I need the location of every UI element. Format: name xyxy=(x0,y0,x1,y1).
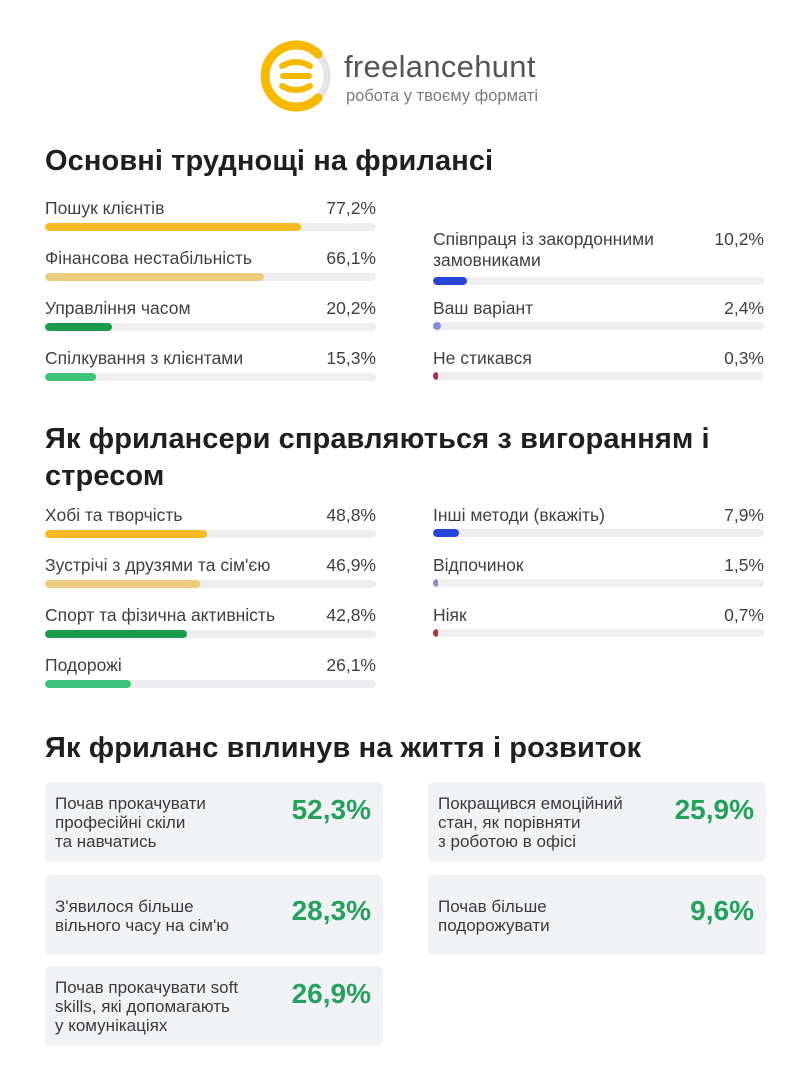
bar-label: Хобі та творчість xyxy=(45,505,183,525)
section-title-burnout: Як фрилансери справляються з вигоранням … xyxy=(45,423,710,492)
section-title-impact: Як фриланс вплинув на життя і розвиток xyxy=(45,732,642,764)
bar-label: Фінансова нестабільність xyxy=(45,248,253,268)
bar-item: Ваш варіант 2,4% xyxy=(433,298,764,348)
bar-label: Інші методи (вкажіть) xyxy=(433,505,605,525)
impact-card: Почав прокачувати професійні скіли та на… xyxy=(45,782,383,862)
bar-track xyxy=(45,273,376,281)
bar-fill xyxy=(433,579,438,587)
bar-track xyxy=(433,579,764,587)
impact-card-text: З'явилося більше вільного часу на сім'ю xyxy=(55,897,229,935)
bar-label: Не стикався xyxy=(433,348,532,368)
impact-card-text: Почав прокачувати професійні скіли та на… xyxy=(55,794,206,851)
bar-item: Управління часом 20,2% xyxy=(45,298,376,348)
impact-card-value: 28,3% xyxy=(291,895,371,926)
freelancehunt-logo: freelancehunt робота у твоєму форматі xyxy=(260,38,560,114)
bar-value: 2,4% xyxy=(724,298,764,318)
bar-fill xyxy=(45,580,201,588)
bar-track xyxy=(45,323,376,331)
bar-fill xyxy=(433,372,438,380)
bar-fill xyxy=(433,277,467,285)
impact-card-value: 52,3% xyxy=(291,794,371,825)
brand-name: freelancehunt xyxy=(344,49,536,84)
bar-item: Подорожі 26,1% xyxy=(45,655,376,705)
impact-card-value: 26,9% xyxy=(291,978,371,1009)
impact-card: Почав прокачувати soft skills, які допом… xyxy=(45,966,383,1046)
bar-track xyxy=(45,373,376,381)
bar-label: Співпраця із закордонними замовниками xyxy=(433,229,654,270)
bar-item: Ніяк 0,7% xyxy=(433,605,764,655)
bar-value: 26,1% xyxy=(326,655,376,675)
bar-item: Інші методи (вкажіть) 7,9% xyxy=(433,505,764,555)
bar-item: Пошук клієнтів 77,2% xyxy=(45,198,376,248)
bar-value: 0,3% xyxy=(724,348,764,368)
bar-track xyxy=(433,529,764,537)
bar-track xyxy=(45,630,376,638)
bar-item: Відпочинок 1,5% xyxy=(433,555,764,605)
bar-value: 0,7% xyxy=(724,605,764,625)
bar-label: Управління часом xyxy=(45,298,191,318)
bar-label: Пошук клієнтів xyxy=(45,198,165,218)
impact-card-text: Покращився емоційний стан, як порівняти … xyxy=(438,794,623,851)
bar-track xyxy=(433,322,764,330)
bar-value: 77,2% xyxy=(326,198,376,218)
bar-value: 7,9% xyxy=(724,505,764,525)
section-title-difficulties: Основні труднощі на фрилансі xyxy=(45,145,494,177)
bar-value: 48,8% xyxy=(326,505,376,525)
bar-value: 46,9% xyxy=(326,555,376,575)
bar-fill xyxy=(45,680,132,688)
bar-label: Спорт та фізична активність xyxy=(45,605,276,625)
bar-item: Спорт та фізична активність 42,8% xyxy=(45,605,376,655)
impact-card: Почав більше подорожувати 9,6% xyxy=(428,875,766,955)
bar-track xyxy=(433,277,764,285)
bar-label: Зустрічі з друзями та сім'єю xyxy=(45,555,271,575)
impact-card: Покращився емоційний стан, як порівняти … xyxy=(428,782,766,862)
impact-card: З'явилося більше вільного часу на сім'ю 2… xyxy=(45,875,383,955)
bar-track xyxy=(433,629,764,637)
bar-fill xyxy=(45,373,96,381)
bar-fill xyxy=(45,530,207,538)
bar-value: 42,8% xyxy=(326,605,376,625)
freelancehunt-logo-icon xyxy=(260,40,331,112)
impact-card-text: Почав прокачувати soft skills, які допом… xyxy=(55,978,239,1035)
bar-value: 15,3% xyxy=(326,348,376,368)
bar-fill xyxy=(433,529,460,537)
bar-label: Спілкування з клієнтами xyxy=(45,348,244,368)
bar-fill xyxy=(45,323,112,331)
bar-label: Відпочинок xyxy=(433,555,524,575)
bar-item: Спілкування з клієнтами 15,3% xyxy=(45,348,376,398)
bar-fill xyxy=(45,630,187,638)
bar-value: 1,5% xyxy=(724,555,764,575)
bar-fill xyxy=(433,629,438,637)
bar-track xyxy=(45,223,376,231)
bar-track xyxy=(45,580,376,588)
bar-label: Ваш варіант xyxy=(433,298,534,318)
bar-value: 66,1% xyxy=(326,248,376,268)
bar-fill xyxy=(45,273,264,281)
bar-fill xyxy=(45,223,301,231)
bar-track xyxy=(45,680,376,688)
impact-card-text: Почав більше подорожувати xyxy=(438,897,550,935)
impact-card-value: 9,6% xyxy=(690,895,754,926)
bar-item: Не стикався 0,3% xyxy=(433,348,764,398)
bar-track xyxy=(433,372,764,380)
bar-value: 10,2% xyxy=(714,229,764,249)
bar-item: Фінансова нестабільність 66,1% xyxy=(45,248,376,298)
bar-item: Хобі та творчість 48,8% xyxy=(45,505,376,555)
impact-card-value: 25,9% xyxy=(674,794,754,825)
bar-label: Ніяк xyxy=(433,605,467,625)
bar-value: 20,2% xyxy=(326,298,376,318)
bar-fill xyxy=(433,322,441,330)
brand-tagline: робота у твоєму форматі xyxy=(346,87,538,105)
bar-item: Співпраця із закордонними замовниками 10,… xyxy=(433,229,764,285)
bar-label: Подорожі xyxy=(45,655,122,675)
bar-track xyxy=(45,530,376,538)
bar-item: Зустрічі з друзями та сім'єю 46,9% xyxy=(45,555,376,605)
